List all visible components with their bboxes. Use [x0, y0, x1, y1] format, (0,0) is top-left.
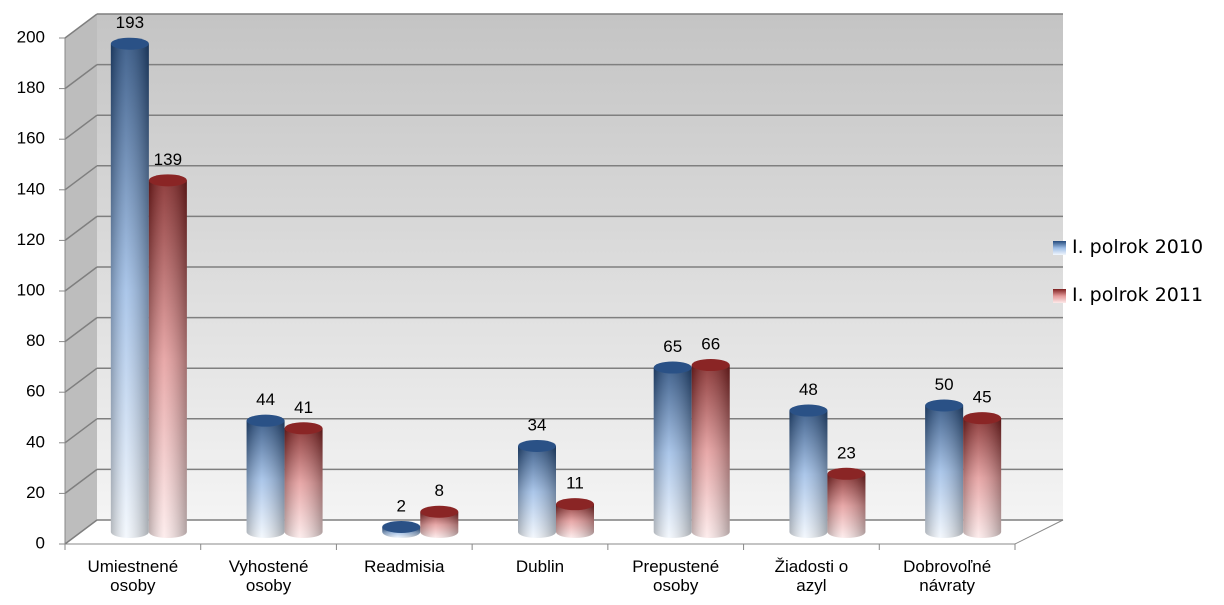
- y-tick-label: 40: [26, 432, 45, 451]
- x-tick-label: Dublin: [515, 557, 565, 576]
- legend-swatch: [1053, 241, 1066, 255]
- y-tick-label: 160: [17, 129, 45, 148]
- y-tick-label: 60: [26, 382, 45, 401]
- x-tick-label: Dobrovoľné návraty: [903, 557, 992, 595]
- bar-shade: [827, 473, 866, 538]
- bar-cap: [518, 439, 556, 452]
- bar-cap: [556, 498, 594, 511]
- bar-shade: [691, 365, 730, 538]
- bar-shade: [789, 410, 828, 538]
- legend-label: I. polrok 2010: [1072, 236, 1204, 258]
- data-label: 193: [116, 13, 144, 32]
- x-tick-label: Readmisia: [364, 557, 445, 576]
- bar-shade: [110, 43, 149, 539]
- side-grid-line: [64, 367, 98, 393]
- data-label: 45: [973, 388, 992, 407]
- data-label: 2: [397, 496, 406, 515]
- legend-label: I. polrok 2011: [1072, 284, 1204, 306]
- y-tick-label: 80: [26, 331, 45, 350]
- side-grid-line: [64, 468, 98, 494]
- y-tick-label: 180: [17, 78, 45, 97]
- bar-cap: [653, 361, 692, 374]
- data-label: 41: [294, 398, 313, 417]
- bar-cap: [789, 404, 828, 417]
- bar-cap: [420, 505, 459, 518]
- bar-shade: [963, 418, 1002, 538]
- side-grid-line: [64, 418, 98, 444]
- bar-shade: [148, 180, 187, 538]
- bar-shade: [556, 504, 594, 538]
- bar-cap: [963, 412, 1002, 425]
- bar-shade: [925, 405, 964, 538]
- bar-cap: [246, 414, 285, 427]
- y-tick-label: 20: [26, 483, 45, 502]
- side-grid-line: [64, 13, 98, 39]
- bar-cap: [827, 467, 866, 480]
- x-tick-label: Umiestnené osoby: [87, 557, 179, 595]
- side-grid-line: [64, 317, 98, 343]
- y-tick-label: 0: [36, 533, 45, 552]
- data-label: 11: [566, 474, 584, 493]
- data-label: 23: [837, 443, 856, 462]
- y-tick-label: 140: [17, 179, 45, 198]
- x-tick-label: Vyhostené osoby: [228, 557, 309, 595]
- side-grid-line: [64, 63, 98, 90]
- y-tick-label: 100: [17, 280, 45, 299]
- bar-cap: [925, 399, 964, 412]
- bar-shade: [420, 511, 459, 538]
- x-tick-label: Prepustené osoby: [632, 557, 720, 595]
- bar-cap: [284, 422, 323, 435]
- data-label: 66: [701, 335, 720, 354]
- bar-shade: [284, 428, 323, 538]
- bar-shade: [653, 367, 692, 538]
- legend-swatch: [1053, 289, 1066, 303]
- bar-shade: [246, 420, 285, 538]
- bar-cap: [382, 520, 421, 533]
- side-grid-line: [64, 114, 98, 140]
- x-tick-label: Žiadosti o azyl: [774, 557, 849, 595]
- data-label: 48: [799, 380, 818, 399]
- side-grid-line: [64, 519, 98, 545]
- data-label: 65: [663, 337, 682, 356]
- y-tick-label: 120: [17, 230, 45, 249]
- side-grid-line: [64, 266, 98, 292]
- bar-shade: [518, 445, 556, 538]
- data-label: 44: [256, 390, 275, 409]
- data-label: 50: [935, 375, 954, 394]
- bar-cap: [110, 37, 149, 50]
- data-label: 8: [435, 481, 444, 500]
- data-label: 139: [154, 150, 182, 169]
- y-tick-label: 200: [17, 27, 45, 46]
- bar-cap: [691, 359, 730, 372]
- data-label: 34: [528, 415, 547, 434]
- side-grid-line: [64, 165, 98, 191]
- side-grid-line: [64, 215, 98, 241]
- bar-cap: [148, 174, 187, 187]
